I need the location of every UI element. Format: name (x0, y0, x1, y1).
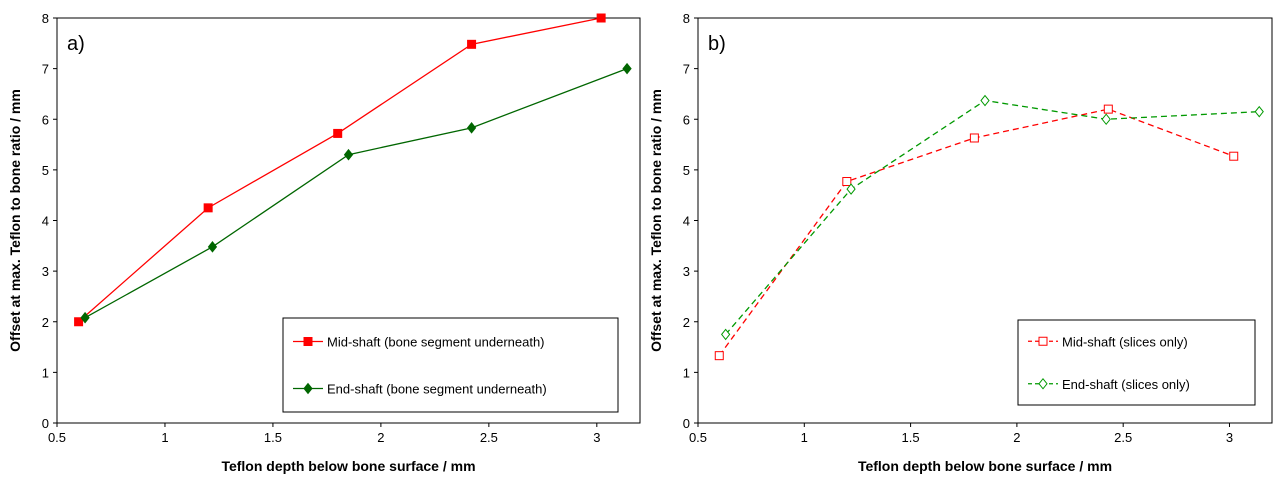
legend-marker (1038, 377, 1048, 390)
data-point (596, 13, 606, 23)
y-tick-label: 1 (683, 365, 690, 380)
data-point (1101, 113, 1111, 126)
data-point (1103, 104, 1113, 114)
y-tick-label: 2 (42, 315, 49, 330)
legend: Mid-shaft (bone segment underneath) End-s… (282, 317, 619, 413)
y-tick-label: 3 (42, 264, 49, 279)
data-point (343, 148, 354, 161)
x-tick-label: 0.5 (689, 430, 707, 445)
x-tick-label: 1 (801, 430, 808, 445)
y-tick-label: 8 (683, 11, 690, 26)
x-tick-label: 3 (593, 430, 600, 445)
legend-label: End-shaft (bone segment underneath) (327, 382, 547, 397)
x-tick-label: 2 (1013, 430, 1020, 445)
y-tick-label: 4 (683, 214, 690, 229)
series-line (84, 68, 628, 319)
x-tick-label: 0.5 (48, 430, 66, 445)
y-tick-label: 5 (683, 163, 690, 178)
y-tick-label: 0 (683, 416, 690, 431)
legend: Mid-shaft (slices only) End-shaft (slices… (1017, 319, 1256, 406)
x-tick-label: 2 (377, 430, 384, 445)
data-point (969, 133, 979, 143)
legend-marker (303, 382, 313, 395)
y-axis-label: Offset at max. Teflon to bone ratio / mm (7, 89, 23, 352)
y-tick-label: 7 (683, 62, 690, 77)
panel-label: b) (708, 33, 726, 55)
data-point (622, 62, 632, 75)
data-point (714, 351, 724, 361)
x-tick-label: 2.5 (480, 430, 498, 445)
data-point (74, 317, 84, 327)
data-point (203, 203, 213, 213)
legend-label: Mid-shaft (slices only) (1062, 334, 1188, 349)
legend-label: Mid-shaft (bone segment underneath) (327, 335, 545, 350)
data-point (846, 183, 856, 195)
y-tick-label: 2 (683, 315, 690, 330)
x-axis-label: Teflon depth below bone surface / mm (858, 458, 1112, 474)
data-point (467, 39, 477, 49)
y-tick-label: 6 (683, 112, 690, 127)
y-tick-label: 1 (42, 365, 49, 380)
data-point (1229, 151, 1239, 161)
data-point (207, 241, 218, 253)
panel-label: a) (67, 33, 85, 55)
data-point (1254, 105, 1264, 118)
series-line (718, 108, 1234, 357)
y-tick-label: 5 (42, 163, 49, 178)
y-tick-label: 4 (42, 214, 49, 229)
x-tick-label: 2.5 (1114, 430, 1132, 445)
y-tick-label: 6 (42, 112, 49, 127)
x-tick-label: 1 (161, 430, 168, 445)
data-point (720, 328, 731, 341)
legend-marker (1038, 336, 1048, 346)
data-point (980, 94, 990, 107)
legend-label: End-shaft (slices only) (1062, 377, 1190, 392)
y-tick-label: 3 (683, 264, 690, 279)
x-tick-label: 1.5 (264, 430, 282, 445)
series-line (78, 17, 602, 323)
y-tick-label: 8 (42, 11, 49, 26)
data-point (842, 177, 852, 187)
data-point (333, 128, 343, 138)
legend-marker (303, 337, 313, 346)
y-tick-label: 0 (42, 416, 49, 431)
x-tick-label: 1.5 (902, 430, 920, 445)
legend-box (1017, 319, 1256, 406)
data-point (80, 311, 90, 324)
y-axis-label: Offset at max. Teflon to bone ratio / mm (648, 89, 664, 352)
x-tick-label: 3 (1226, 430, 1233, 445)
data-point (466, 122, 477, 134)
legend-box (282, 317, 619, 413)
x-axis-label: Teflon depth below bone surface / mm (221, 458, 475, 474)
y-tick-label: 7 (42, 62, 49, 77)
